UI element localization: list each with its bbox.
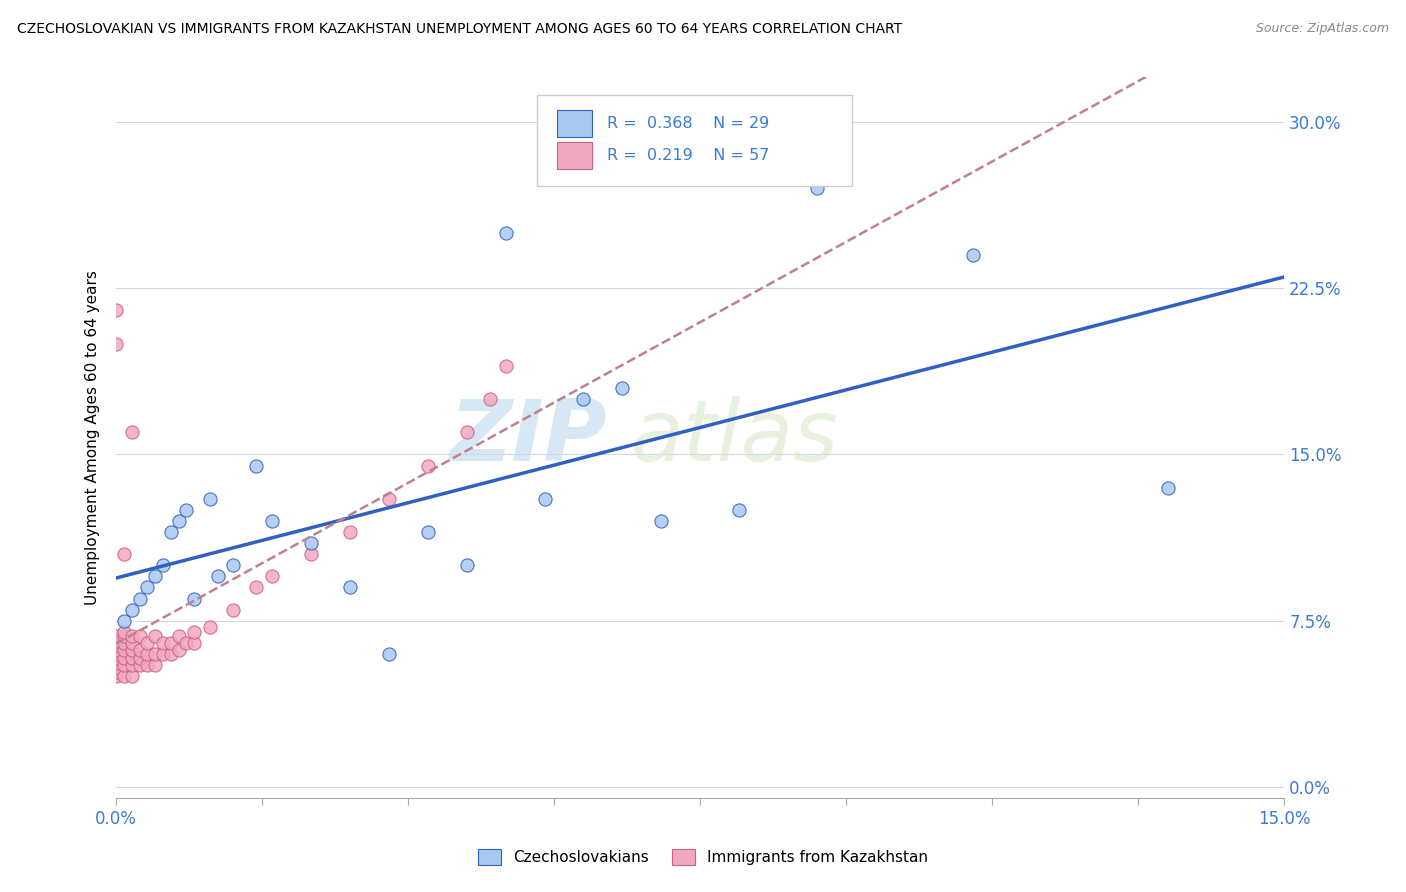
Point (198, 491, 221, 506)
Point (612, 381, 634, 395)
Point (152, 558, 174, 573)
Point (339, 581, 361, 595)
Point (136, 647, 159, 661)
Point (143, 647, 166, 661)
Point (222, 558, 245, 573)
Point (112, 624, 135, 639)
Point (299, 547, 322, 561)
Point (105, 656, 128, 670)
Point (112, 658, 135, 673)
Point (105, 651, 128, 665)
Point (495, 226, 517, 240)
Point (176, 636, 198, 650)
Text: CZECHOSLOVAKIAN VS IMMIGRANTS FROM KAZAKHSTAN UNEMPLOYMENT AMONG AGES 60 TO 64 Y: CZECHOSLOVAKIAN VS IMMIGRANTS FROM KAZAK… (17, 22, 903, 37)
Text: ZIP: ZIP (450, 396, 607, 479)
Point (152, 647, 174, 661)
Point (128, 651, 150, 665)
Point (159, 524, 181, 539)
Point (128, 642, 150, 657)
Point (806, 181, 828, 195)
Point (339, 524, 361, 539)
Point (152, 636, 174, 650)
Point (121, 602, 143, 616)
Point (176, 503, 198, 517)
Point (121, 658, 143, 673)
Point (183, 636, 205, 650)
Point (260, 514, 283, 528)
Point (572, 392, 595, 406)
Point (962, 248, 984, 262)
Point (416, 524, 439, 539)
Text: Source: ZipAtlas.com: Source: ZipAtlas.com (1256, 22, 1389, 36)
Point (222, 602, 245, 616)
Point (207, 569, 229, 583)
Point (167, 629, 190, 643)
Point (143, 658, 166, 673)
Point (105, 669, 128, 683)
Point (105, 660, 128, 674)
Point (479, 392, 502, 406)
Point (105, 336, 128, 351)
Text: atlas: atlas (630, 396, 838, 479)
Point (112, 651, 135, 665)
Point (143, 569, 166, 583)
Point (167, 514, 190, 528)
Point (128, 591, 150, 606)
Point (416, 458, 439, 473)
Point (167, 642, 190, 657)
Point (112, 636, 135, 650)
Point (121, 642, 143, 657)
Y-axis label: Unemployment Among Ages 60 to 64 years: Unemployment Among Ages 60 to 64 years (86, 270, 100, 606)
Point (105, 638, 128, 652)
Point (260, 569, 283, 583)
Point (128, 629, 150, 643)
Bar (557, 142, 592, 169)
Point (728, 503, 751, 517)
Point (378, 491, 401, 506)
Point (105, 629, 128, 643)
Point (105, 303, 128, 318)
FancyBboxPatch shape (537, 95, 852, 186)
Point (121, 425, 143, 440)
Text: R =  0.368    N = 29: R = 0.368 N = 29 (607, 116, 769, 131)
Point (121, 651, 143, 665)
Point (112, 547, 135, 561)
Text: R =  0.219    N = 57: R = 0.219 N = 57 (607, 148, 769, 162)
Point (650, 514, 672, 528)
Point (143, 629, 166, 643)
Point (121, 636, 143, 650)
Point (112, 629, 135, 643)
Point (183, 624, 205, 639)
Point (105, 633, 128, 648)
Point (105, 642, 128, 657)
Point (456, 425, 478, 440)
Legend: Czechoslovakians, Immigrants from Kazakhstan: Czechoslovakians, Immigrants from Kazakh… (472, 843, 934, 871)
Point (105, 665, 128, 679)
Point (136, 581, 159, 595)
Point (1156, 481, 1178, 495)
Point (136, 636, 159, 650)
Point (136, 658, 159, 673)
Point (245, 458, 267, 473)
Point (245, 581, 267, 595)
Point (533, 491, 555, 506)
Bar (557, 110, 592, 137)
Point (112, 669, 135, 683)
Point (299, 536, 322, 550)
Point (183, 591, 205, 606)
Point (121, 669, 143, 683)
Point (105, 647, 128, 661)
Point (112, 642, 135, 657)
Point (456, 558, 478, 573)
Point (159, 647, 181, 661)
Point (159, 636, 181, 650)
Point (198, 620, 221, 634)
Point (378, 647, 401, 661)
Point (495, 359, 517, 373)
Point (128, 658, 150, 673)
Point (112, 614, 135, 628)
Point (121, 629, 143, 643)
